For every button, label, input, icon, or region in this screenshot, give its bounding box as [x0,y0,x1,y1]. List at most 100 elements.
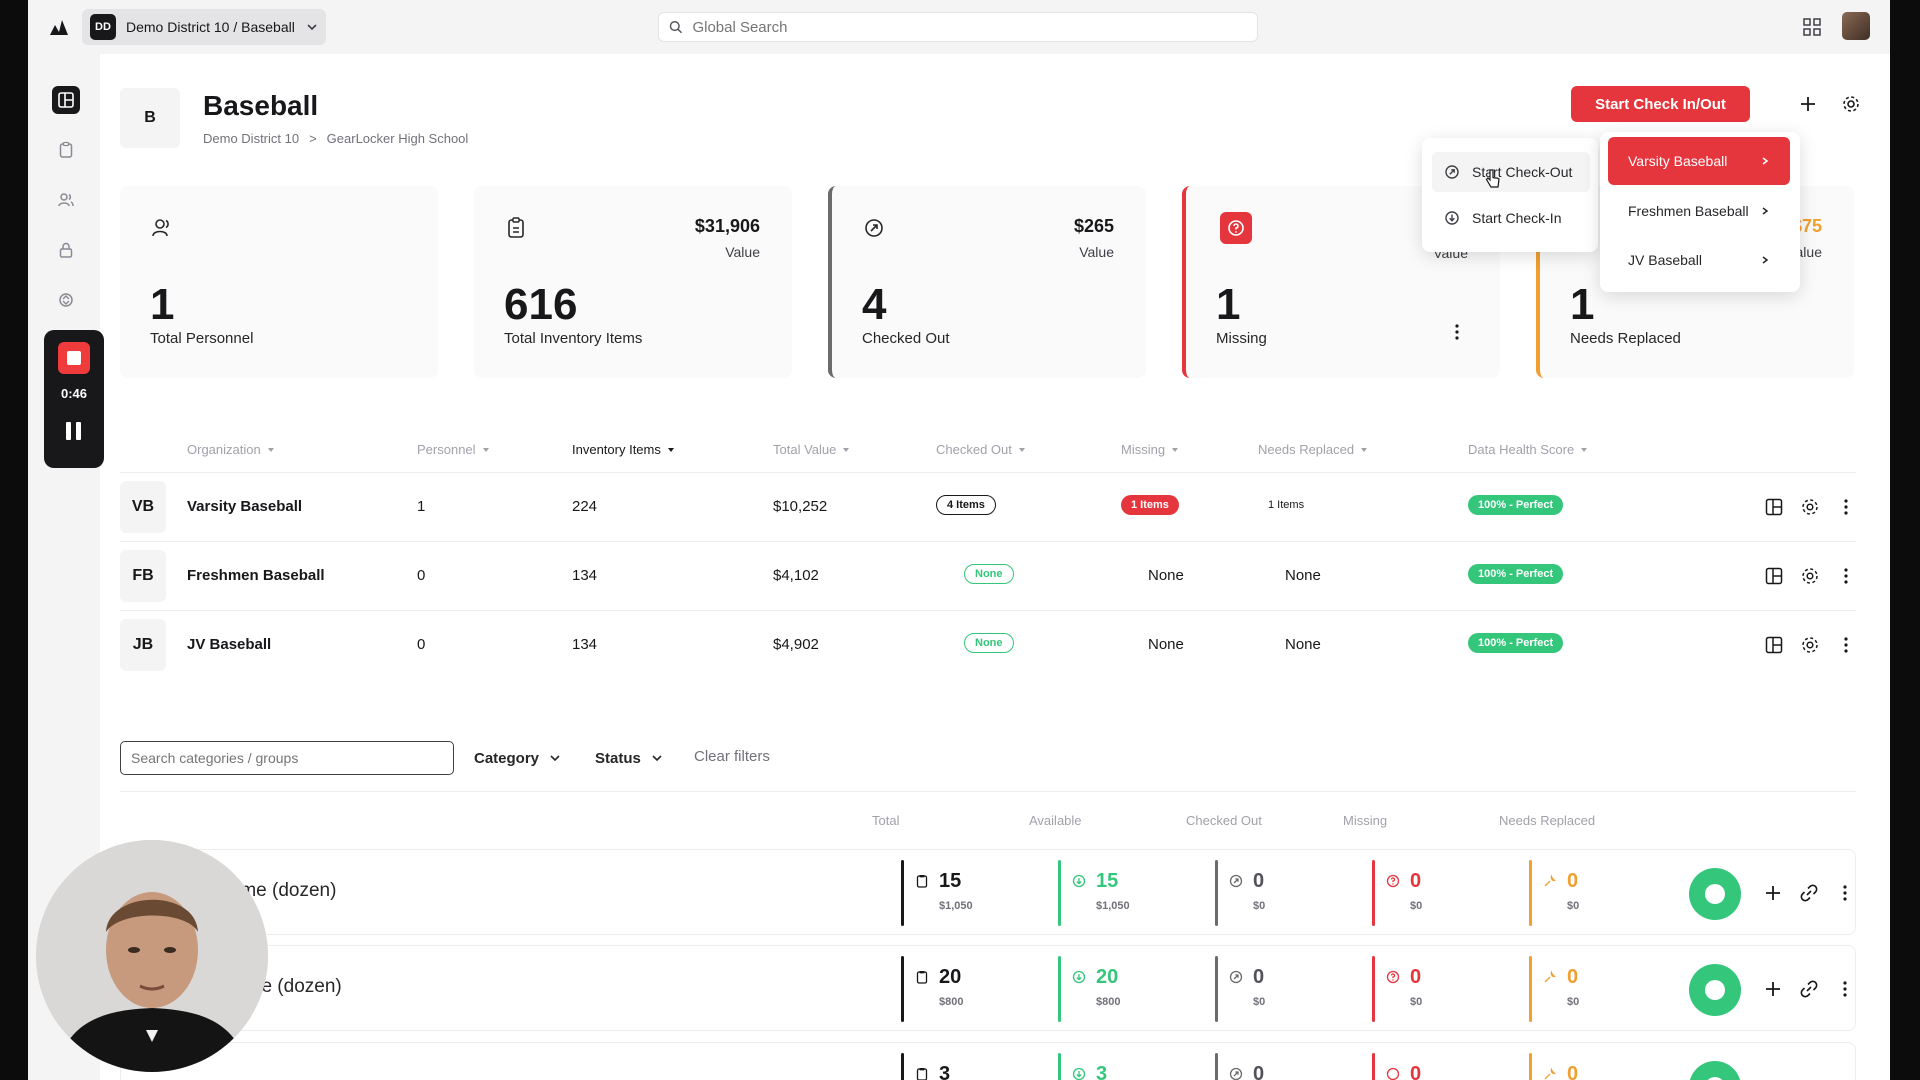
breadcrumb-district[interactable]: Demo District 10 [203,131,300,146]
table-row[interactable]: FB Freshmen Baseball 0 134 $4,102 None N… [120,541,1856,609]
more-options-icon[interactable] [1835,883,1855,903]
link-icon[interactable] [1799,883,1819,903]
needs-replaced-badge[interactable]: 1 Items [1258,495,1315,515]
needs-replaced-value: $0 [1567,900,1580,912]
apps-grid-icon[interactable] [1802,17,1822,37]
col-organization[interactable]: Organization [187,442,274,457]
table-row[interactable]: JB JV Baseball 0 134 $4,902 None None No… [120,610,1856,678]
stat-amount-label: Value [1079,244,1114,260]
stat-label: Checked Out [862,330,950,347]
missing-icon [1386,1067,1400,1080]
missing-count: 0 [1410,870,1422,892]
stat-value: 1 [1570,280,1595,329]
stat-value: 616 [504,280,578,329]
more-options-icon[interactable] [1836,635,1856,655]
org-name[interactable]: JV Baseball [187,636,272,653]
nav-lockers[interactable] [52,236,80,264]
pause-recording-button[interactable] [66,422,82,440]
page-badge: B [120,88,180,148]
more-options-icon[interactable] [1836,566,1856,586]
checked-out-badge[interactable]: 4 Items [936,495,996,515]
submenu-jv-baseball[interactable]: JV Baseball [1608,236,1790,284]
col-needs-replaced[interactable]: Needs Replaced [1258,442,1368,457]
gear-icon[interactable] [1800,566,1820,586]
dashboard-icon[interactable] [1764,497,1784,517]
stop-recording-button[interactable] [58,342,90,374]
more-options-icon[interactable] [1454,322,1460,342]
missing-count: 0 [1410,966,1422,988]
dashboard-icon[interactable] [1764,635,1784,655]
col-inventory-items[interactable]: Inventory Items [572,442,674,457]
available-value: $1,050 [1096,900,1130,912]
search-icon [669,21,682,34]
plus-icon[interactable] [1798,94,1818,114]
missing-value: None [1148,636,1184,653]
col-missing[interactable]: Missing [1121,442,1179,457]
gear-icon[interactable] [1800,497,1820,517]
available-count: 3 [1096,1063,1108,1080]
needs-replaced-count: 0 [1567,966,1579,988]
nav-inventory[interactable] [52,136,80,164]
col-data-health-score[interactable]: Data Health Score [1468,442,1588,457]
list-item[interactable]: s - Practice (dozen) 20 $800 20 $800 0 $… [120,945,1856,1031]
table-row[interactable]: VB Varsity Baseball 1 224 $10,252 4 Item… [120,472,1856,540]
status-filter[interactable]: Status [595,746,663,770]
global-search[interactable] [658,12,1258,42]
category-filter[interactable]: Category [474,746,561,770]
global-search-input[interactable] [692,18,1247,36]
list-item[interactable]: lls - Game (dozen) 15 $1,050 15 $1,050 0… [120,849,1856,935]
checked-out-value: $0 [1253,996,1266,1008]
submenu-varsity-baseball[interactable]: Varsity Baseball [1608,137,1790,185]
missing-icon [1386,874,1400,888]
category-search-input[interactable] [120,741,454,775]
checked-out-count: 0 [1253,1063,1265,1080]
user-avatar[interactable] [1842,12,1870,40]
plus-icon[interactable] [1763,979,1783,999]
chevron-down-icon [652,755,662,762]
organization-switcher[interactable]: DD Demo District 10 / Baseball [82,9,326,45]
col-total-value[interactable]: Total Value [773,442,850,457]
gear-icon[interactable] [1841,94,1861,114]
stat-label: Total Inventory Items [504,330,643,347]
clear-filters-button[interactable]: Clear filters [694,748,770,765]
list-item[interactable]: 3 3 0 0 0 [120,1042,1856,1080]
col-checked-out: Checked Out [1186,813,1262,828]
gearlocker-logo-icon[interactable] [48,16,70,38]
stat-value: 4 [862,280,887,329]
total-value: $4,902 [773,636,819,653]
check-in-icon [1072,970,1086,984]
org-abbr: VB [120,481,166,533]
col-checked-out[interactable]: Checked Out [936,442,1025,457]
needs-replaced-value: None [1285,636,1321,653]
org-name[interactable]: Freshmen Baseball [187,567,325,584]
org-abbr: JB [120,619,166,671]
missing-badge[interactable]: 1 Items [1121,495,1179,515]
stat-card-checked-out[interactable]: $265 Value 4 Checked Out [828,186,1146,378]
link-icon[interactable] [1799,979,1819,999]
submenu-freshmen-baseball[interactable]: Freshmen Baseball [1608,187,1790,235]
chevron-down-icon [307,24,317,31]
col-personnel[interactable]: Personnel [417,442,489,457]
missing-value: $0 [1410,900,1423,912]
more-options-icon[interactable] [1836,497,1856,517]
gear-icon[interactable] [1800,635,1820,655]
col-available: Available [1029,813,1082,828]
dashboard-icon [58,92,74,108]
org-name[interactable]: Varsity Baseball [187,498,303,515]
plus-icon[interactable] [1763,883,1783,903]
stat-card-inventory[interactable]: $31,906 Value 616 Total Inventory Items [474,186,792,378]
presenter-video-icon [36,840,268,1072]
menu-start-check-out[interactable]: Start Check-Out [1432,152,1590,192]
more-options-icon[interactable] [1835,979,1855,999]
divider [120,791,1856,792]
stat-card-personnel[interactable]: 1 Total Personnel [120,186,438,378]
nav-dashboard[interactable] [52,86,80,114]
dashboard-icon[interactable] [1764,566,1784,586]
breadcrumb-school[interactable]: GearLocker High School [326,131,469,146]
missing-value: None [1148,567,1184,584]
nav-transfers[interactable] [52,286,80,314]
start-check-in-out-button[interactable]: Start Check In/Out [1571,86,1750,122]
nav-personnel[interactable] [52,186,80,214]
personnel-icon [152,219,169,237]
menu-start-check-in[interactable]: Start Check-In [1432,198,1590,238]
